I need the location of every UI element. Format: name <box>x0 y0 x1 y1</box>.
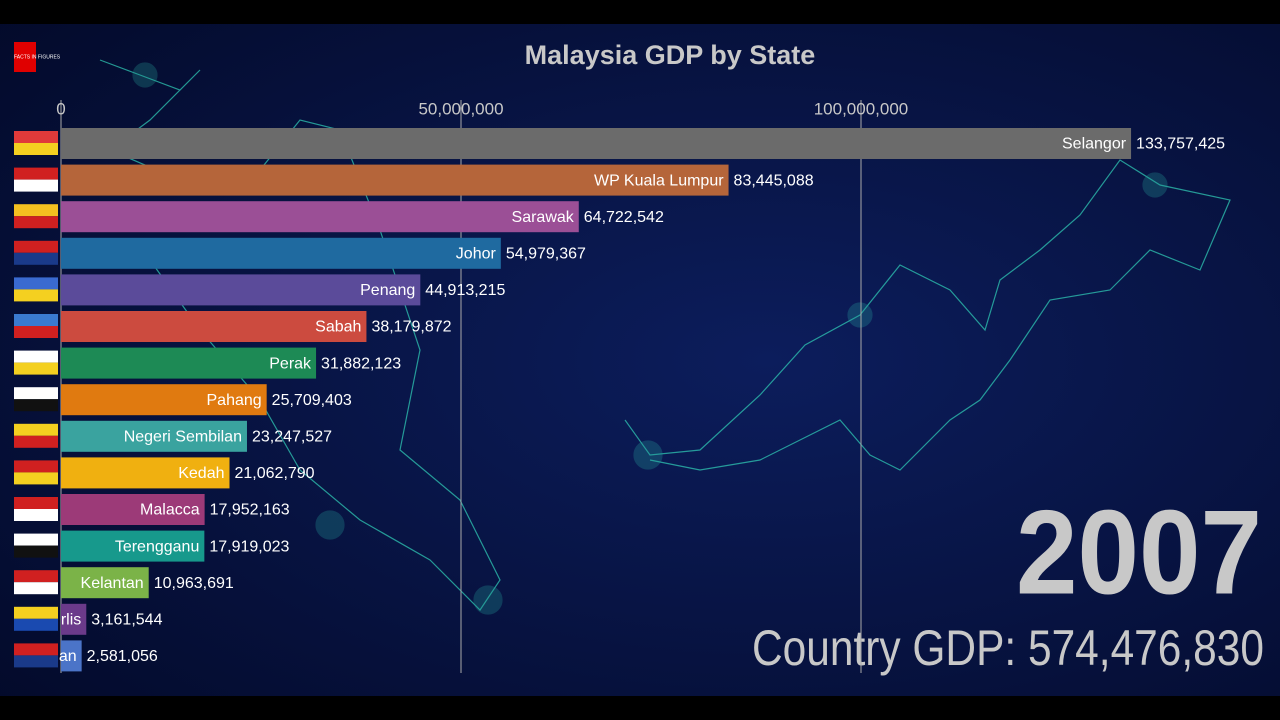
value-label: 44,913,215 <box>425 282 505 299</box>
value-label: 25,709,403 <box>272 392 352 409</box>
bar <box>61 311 367 342</box>
category-label: Negeri Sembilan <box>124 429 242 446</box>
flag <box>14 423 58 436</box>
category-label: Sarawak <box>512 209 575 226</box>
flag <box>14 326 58 338</box>
flag <box>14 216 58 229</box>
value-label: 83,445,088 <box>734 172 814 189</box>
flag <box>14 399 58 412</box>
flag <box>14 509 58 521</box>
x-tick-label: 0 <box>56 99 65 118</box>
map-decoration <box>99 59 1231 615</box>
category-label: Kelantan <box>81 575 144 592</box>
bar <box>61 567 149 599</box>
flag <box>14 387 58 400</box>
flag <box>14 240 58 253</box>
flag <box>14 204 58 217</box>
flag <box>14 131 58 143</box>
category-label: an <box>59 648 77 665</box>
value-label: 3,161,544 <box>91 612 162 629</box>
flag <box>14 435 58 448</box>
value-label: 2,581,056 <box>87 648 158 665</box>
flag <box>14 252 58 265</box>
bar <box>61 347 317 379</box>
flag <box>14 179 58 192</box>
flag <box>14 655 58 668</box>
bar <box>61 457 230 489</box>
flag <box>14 643 58 656</box>
flag <box>14 533 58 546</box>
flag <box>14 277 58 290</box>
flag <box>14 545 58 558</box>
value-label: 64,722,542 <box>584 209 664 226</box>
bar <box>61 530 205 562</box>
category-label: Terengganu <box>115 538 200 555</box>
bar <box>61 274 421 306</box>
flag <box>14 289 58 302</box>
category-label: Malacca <box>140 502 200 519</box>
year: 2007 <box>1016 486 1262 620</box>
flag <box>14 472 58 485</box>
value-label: 133,757,425 <box>1136 136 1225 153</box>
value-label: 17,952,163 <box>210 502 290 519</box>
flag <box>14 497 58 509</box>
flag <box>14 143 58 155</box>
bar <box>61 128 1132 159</box>
category-label: Pahang <box>207 392 262 409</box>
value-label: 54,979,367 <box>506 246 586 263</box>
bar <box>61 603 87 635</box>
value-label: 31,882,123 <box>321 355 401 372</box>
bar <box>61 384 267 416</box>
logo: FACTS IN FIGURES <box>14 54 61 60</box>
bar <box>61 420 247 452</box>
bar <box>61 494 205 525</box>
plot: 0 50,000,000 100,000,000 Selangor 133,757,42… <box>14 99 1225 673</box>
flag <box>14 570 58 583</box>
flag <box>14 618 58 631</box>
total-label: Country GDP: 574,476,830 <box>752 620 1264 676</box>
flag <box>14 460 58 473</box>
flag <box>14 167 58 180</box>
bar <box>61 237 501 269</box>
category-label: Penang <box>360 282 415 299</box>
x-tick-label: 100,000,000 <box>814 99 909 118</box>
category-label: Perak <box>269 355 312 372</box>
flag <box>14 362 58 375</box>
flag <box>14 314 58 326</box>
category-label: Sabah <box>315 319 361 336</box>
flag <box>14 582 58 595</box>
value-label: 21,062,790 <box>235 465 315 482</box>
category-label: Kedah <box>178 465 224 482</box>
logo-box <box>14 42 36 72</box>
bar <box>61 640 82 672</box>
value-label: 23,247,527 <box>252 429 332 446</box>
flag <box>14 606 58 619</box>
category-label: rlis <box>61 612 81 629</box>
value-label: 10,963,691 <box>154 575 234 592</box>
category-label: Johor <box>456 246 497 263</box>
chart-title: Malaysia GDP by State <box>525 40 816 70</box>
x-tick-label: 50,000,000 <box>418 99 503 118</box>
flag <box>14 350 58 363</box>
bar <box>61 201 579 233</box>
category-label: WP Kuala Lumpur <box>594 172 724 189</box>
value-label: 17,919,023 <box>209 538 289 555</box>
category-label: Selangor <box>1062 136 1127 153</box>
value-label: 38,179,872 <box>371 319 451 336</box>
bar <box>61 164 729 196</box>
